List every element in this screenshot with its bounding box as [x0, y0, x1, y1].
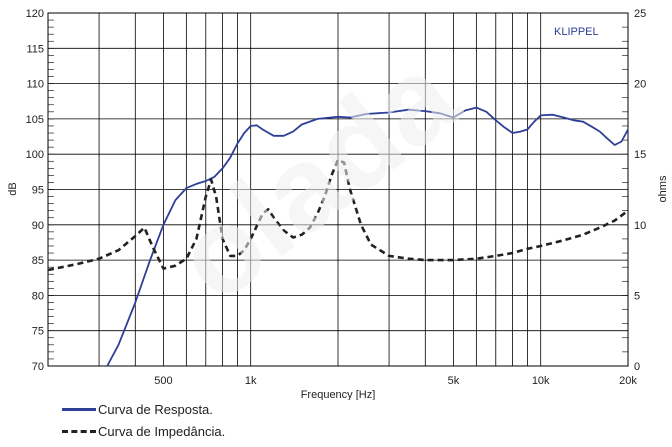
brand-label: KLIPPEL: [554, 26, 599, 38]
y-left-tick-label: 105: [26, 114, 44, 126]
x-tick-label: 1k: [245, 375, 257, 387]
y-left-tick-label: 90: [32, 220, 44, 232]
x-tick-label: 10k: [532, 375, 550, 387]
frequency-response-chart: 70 75 80 85 90 95 100 105 110 115 120 0 5 10 15 20 25 5…: [7, 8, 669, 400]
x-tick-label: 5k: [448, 375, 460, 387]
right-axis-title: ohms: [657, 175, 669, 202]
legend-item-impedance: Curva de Impedância.: [62, 424, 225, 439]
y-left-tick-label: 120: [26, 8, 44, 20]
y-right-tick-label: 20: [634, 79, 646, 91]
y-left-tick-label: 75: [32, 326, 44, 338]
legend-swatch-impedance: [62, 430, 96, 433]
x-axis-title: Frequency [Hz]: [301, 389, 376, 400]
right-axis-labels: 0 5 10 15 20 25: [634, 8, 646, 373]
left-axis-title: dB: [7, 182, 19, 195]
y-right-tick-label: 5: [634, 290, 640, 302]
minor-ticks: [48, 12, 628, 367]
response-curve: [106, 106, 629, 367]
y-left-tick-label: 80: [32, 290, 44, 302]
x-tick-label: 20k: [619, 375, 637, 387]
y-left-tick-label: 110: [26, 79, 44, 91]
left-axis-labels: 70 75 80 85 90 95 100 105 110 115 120: [26, 8, 44, 373]
legend-label-impedance: Curva de Impedância.: [98, 424, 226, 439]
impedance-curve: [47, 158, 629, 272]
x-axis-labels: 500 1k 5k 10k 20k: [154, 375, 637, 387]
y-left-tick-label: 115: [26, 43, 44, 55]
y-left-tick-label: 95: [32, 185, 44, 197]
y-left-tick-label: 85: [32, 255, 44, 267]
x-tick-label: 500: [154, 375, 172, 387]
legend-label-response: Curva de Resposta.: [98, 402, 213, 417]
y-left-tick-label: 70: [32, 361, 44, 373]
grid: [48, 13, 628, 366]
y-right-tick-label: 15: [634, 149, 646, 161]
y-right-tick-label: 10: [634, 220, 646, 232]
y-left-tick-label: 100: [26, 149, 44, 161]
y-right-tick-label: 0: [634, 361, 640, 373]
plot-frame: [47, 12, 629, 367]
series-layer: [47, 106, 629, 367]
legend-item-response: Curva de Resposta.: [62, 402, 213, 417]
legend-swatch-response: [62, 408, 96, 411]
y-right-tick-label: 25: [634, 8, 646, 20]
